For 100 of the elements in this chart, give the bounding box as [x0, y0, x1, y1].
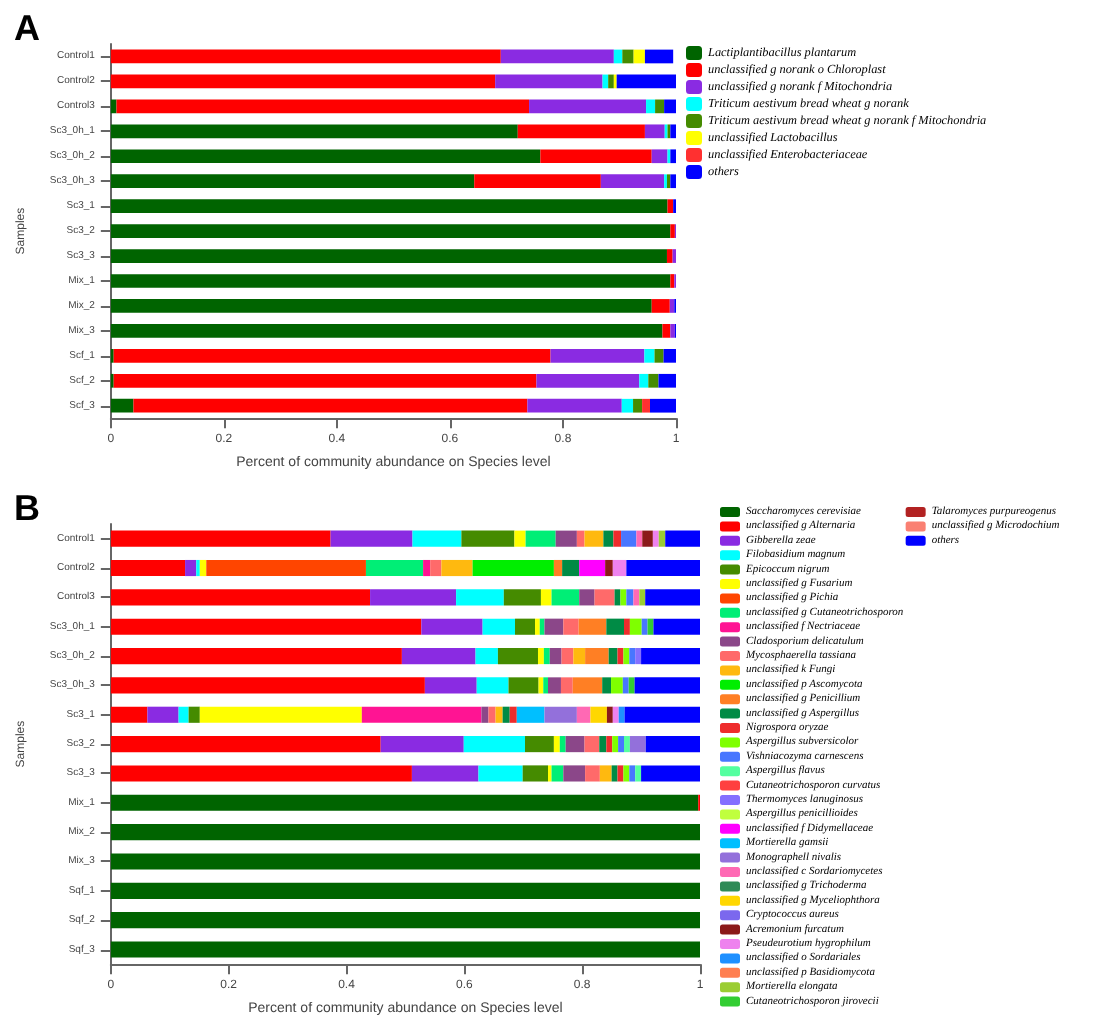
bar [488, 706, 496, 723]
bar [665, 530, 700, 547]
bar [613, 530, 622, 547]
bar [653, 618, 700, 635]
bar [629, 736, 646, 753]
bar [629, 618, 642, 635]
bar [481, 706, 489, 723]
bar [645, 589, 700, 606]
bar [612, 559, 627, 577]
bar [110, 912, 700, 929]
bar [411, 765, 479, 782]
bar [110, 174, 475, 189]
bar [634, 677, 700, 694]
bar [475, 647, 498, 665]
bar [525, 530, 556, 547]
bar [645, 736, 700, 753]
bar [612, 706, 619, 723]
bar [608, 647, 618, 665]
bar [629, 647, 636, 665]
bar [463, 736, 526, 753]
bar [605, 559, 613, 577]
bar [551, 765, 564, 782]
bar [639, 589, 646, 606]
bar [514, 530, 526, 547]
bar [110, 324, 663, 338]
bar [500, 49, 614, 64]
chart-title: B [14, 488, 40, 528]
bar [667, 199, 674, 214]
bar [651, 299, 670, 313]
bar [110, 589, 371, 606]
bar [110, 559, 186, 577]
bar [670, 149, 676, 164]
bar [606, 736, 613, 753]
bar [642, 530, 653, 547]
bar [110, 124, 518, 139]
bar [110, 647, 402, 665]
bar [423, 559, 431, 577]
bar [522, 765, 548, 782]
bar [599, 736, 607, 753]
bar [618, 736, 624, 753]
bar [110, 618, 422, 635]
bar [662, 324, 671, 338]
bar [613, 49, 623, 64]
bar [670, 174, 676, 189]
bar [456, 589, 504, 606]
bar [563, 618, 579, 635]
bar [633, 589, 640, 606]
bar [573, 647, 586, 665]
bar [188, 706, 200, 723]
chart-title: A [14, 8, 40, 48]
bar [478, 765, 523, 782]
bar [110, 794, 699, 811]
bar [620, 589, 627, 606]
bar [553, 736, 560, 753]
bar [650, 398, 676, 413]
bar [110, 941, 700, 958]
bar [611, 765, 618, 782]
bar [603, 530, 614, 547]
bar [664, 99, 676, 114]
bar [370, 589, 457, 606]
bar [430, 559, 442, 577]
bar [655, 99, 665, 114]
bar [330, 530, 413, 547]
bar [461, 530, 515, 547]
bar [624, 736, 630, 753]
bar [110, 765, 412, 782]
bar [517, 124, 645, 139]
bar [623, 765, 630, 782]
bar [551, 589, 580, 606]
bar [616, 74, 676, 89]
bar [536, 373, 640, 388]
bar [502, 706, 510, 723]
bar [621, 398, 634, 413]
bar [147, 706, 179, 723]
bar [646, 99, 656, 114]
bar [476, 677, 509, 694]
bar [537, 647, 544, 665]
bar [543, 647, 550, 665]
bar [585, 765, 600, 782]
bar [576, 706, 591, 723]
bar [590, 706, 607, 723]
bar [608, 74, 614, 89]
bar [635, 765, 642, 782]
bar [206, 559, 366, 577]
bar [508, 677, 539, 694]
bar [578, 618, 607, 635]
bar [652, 530, 659, 547]
bar [624, 706, 700, 723]
bar [540, 589, 552, 606]
bar [563, 765, 586, 782]
bar [658, 530, 666, 547]
bar [641, 618, 648, 635]
bar [669, 299, 675, 313]
bar [529, 99, 647, 114]
bar [585, 647, 609, 665]
bar [199, 706, 362, 723]
bar [110, 736, 381, 753]
bar [576, 530, 585, 547]
bar [515, 618, 536, 635]
bar [639, 373, 649, 388]
